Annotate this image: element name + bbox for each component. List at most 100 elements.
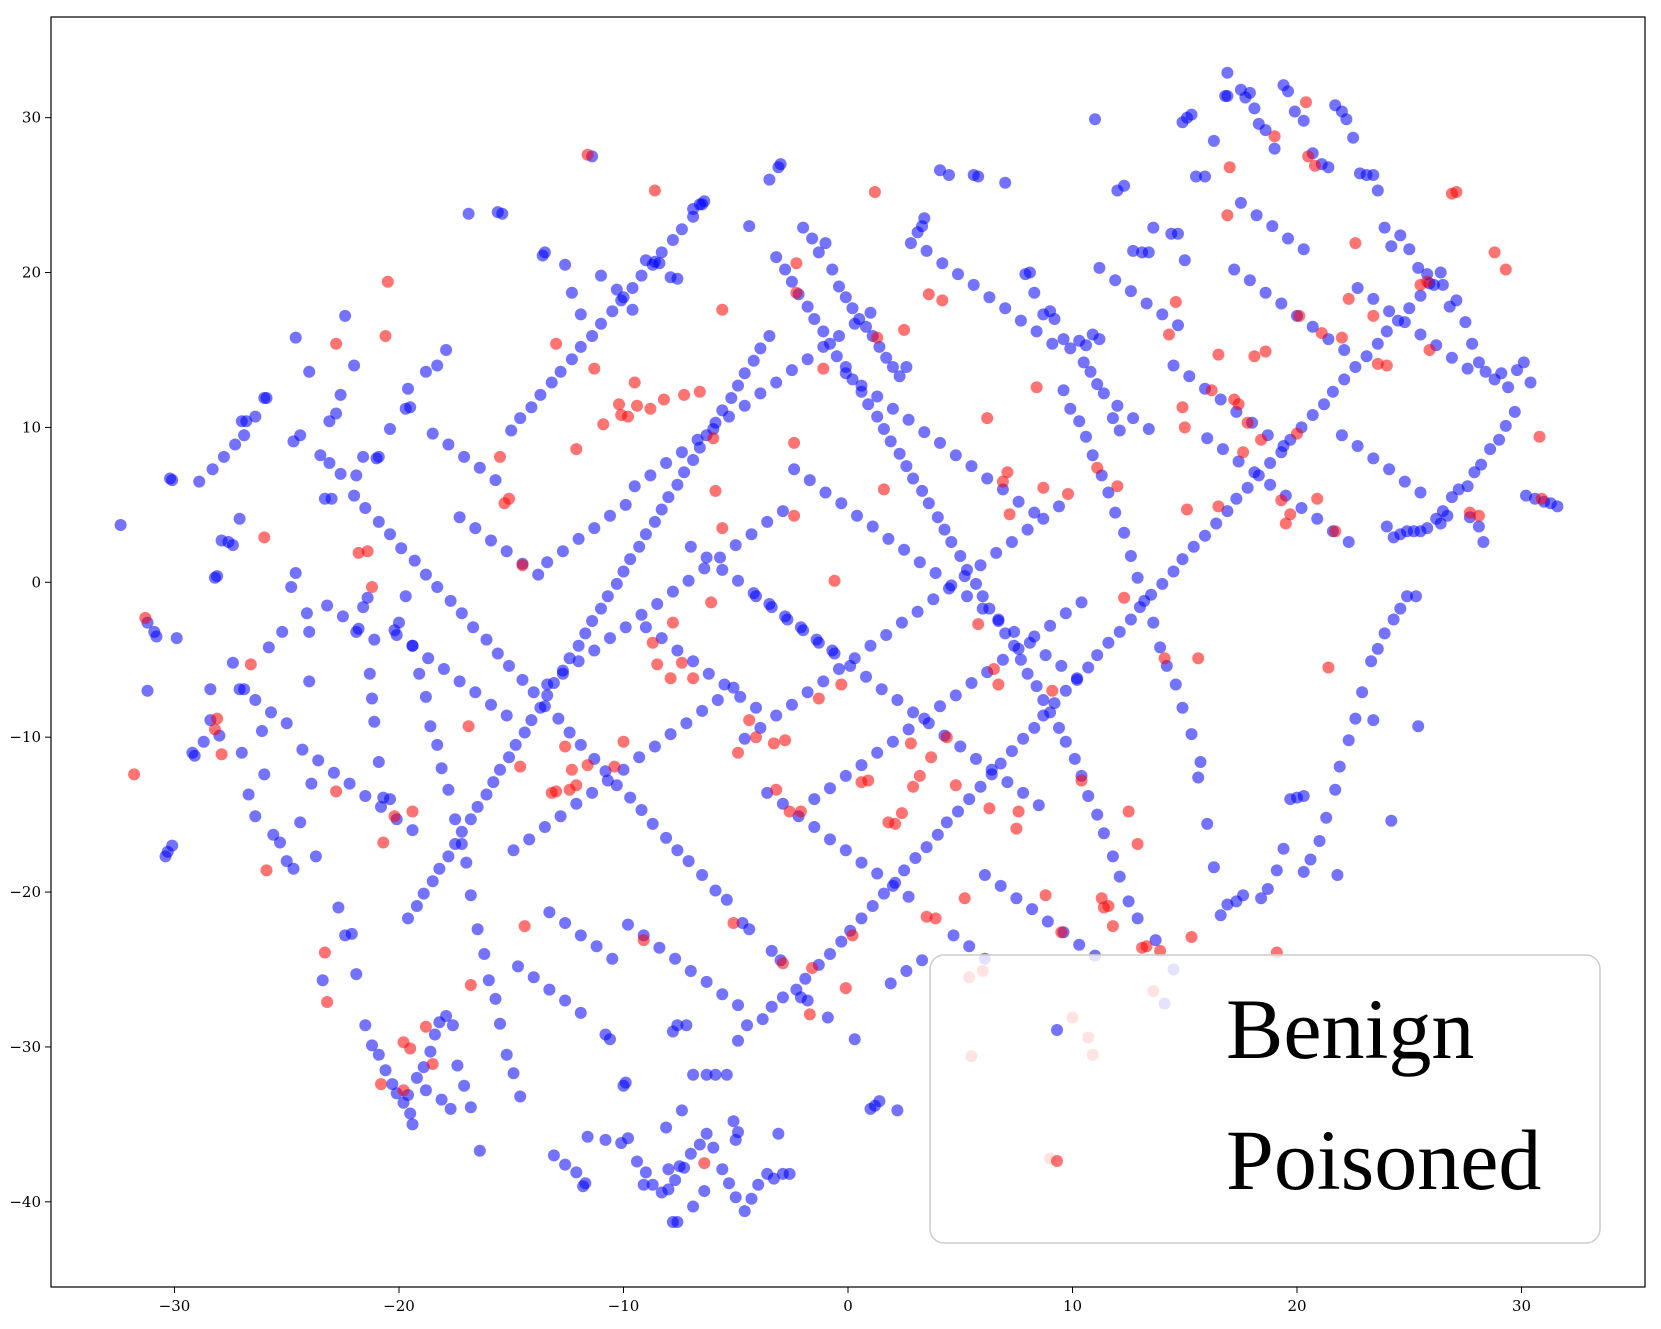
point-benign-204 — [1239, 91, 1252, 104]
point-benign-729 — [732, 574, 744, 587]
point-benign-613 — [399, 402, 412, 415]
point-benign-682 — [785, 364, 798, 377]
point-poisoned-148 — [1154, 944, 1167, 957]
point-benign-289 — [1297, 790, 1310, 802]
point-benign-415 — [464, 813, 477, 826]
point-benign-106 — [280, 855, 293, 868]
point-benign-391 — [648, 515, 661, 528]
point-benign-611 — [402, 382, 414, 395]
point-benign-117 — [496, 207, 509, 220]
point-benign-906 — [485, 534, 497, 547]
point-benign-410 — [503, 751, 515, 764]
point-benign-546 — [873, 1095, 886, 1108]
point-benign-107 — [287, 862, 300, 875]
x-tick-label: 0 — [843, 1297, 853, 1315]
point-benign-867 — [590, 940, 603, 953]
point-benign-790 — [265, 706, 277, 719]
point-benign-563 — [635, 804, 648, 816]
point-benign-587 — [348, 489, 361, 502]
point-benign-919 — [1012, 642, 1025, 655]
point-poisoned-63 — [698, 1157, 711, 1170]
point-benign-832 — [1383, 463, 1396, 476]
point-benign-841 — [1172, 319, 1184, 332]
point-benign-321 — [1385, 814, 1398, 827]
point-benign-808 — [1201, 432, 1214, 445]
point-benign-684 — [817, 340, 830, 353]
point-benign-268 — [1472, 520, 1485, 533]
point-benign-459 — [732, 1126, 744, 1139]
point-benign-56 — [424, 720, 437, 733]
point-benign-412 — [487, 776, 500, 789]
point-benign-357 — [907, 472, 920, 485]
point-benign-22 — [242, 788, 255, 801]
point-benign-83 — [424, 1045, 437, 1058]
point-benign-646 — [958, 570, 971, 583]
point-benign-502 — [994, 757, 1007, 770]
point-benign-324 — [1194, 756, 1207, 768]
point-benign-82 — [417, 1061, 430, 1074]
point-benign-90 — [464, 1101, 477, 1114]
y-tick-label: 20 — [22, 264, 41, 282]
point-benign-423 — [402, 912, 414, 925]
point-benign-621 — [314, 449, 327, 462]
point-benign-318 — [1064, 402, 1077, 415]
point-benign-452 — [579, 1177, 592, 1190]
point-benign-854 — [886, 879, 899, 892]
point-poisoned-75 — [770, 783, 783, 796]
point-benign-170 — [1048, 313, 1061, 325]
point-poisoned-142 — [1118, 591, 1131, 604]
point-benign-496 — [931, 828, 944, 841]
point-poisoned-119 — [992, 678, 1005, 691]
point-benign-290 — [1284, 793, 1297, 806]
point-benign-825 — [1414, 328, 1427, 341]
point-benign-281 — [1342, 734, 1355, 747]
point-poisoned-110 — [949, 779, 962, 792]
point-benign-379 — [738, 367, 751, 380]
point-benign-551 — [794, 991, 807, 1004]
point-benign-247 — [1484, 443, 1497, 456]
point-benign-462 — [660, 1121, 673, 1134]
point-benign-511 — [1091, 649, 1104, 662]
point-benign-223 — [1371, 184, 1384, 197]
point-benign-564 — [624, 791, 637, 804]
point-benign-704 — [538, 821, 551, 833]
point-poisoned-26 — [464, 979, 477, 991]
point-poisoned-126 — [1037, 481, 1050, 494]
point-benign-486 — [824, 948, 836, 960]
point-benign-739 — [965, 460, 978, 473]
point-benign-885 — [916, 954, 929, 967]
point-benign-797 — [1306, 320, 1319, 333]
point-poisoned-177 — [1302, 150, 1315, 163]
point-benign-146 — [839, 291, 852, 304]
point-benign-609 — [431, 359, 444, 372]
point-benign-36 — [325, 492, 338, 505]
point-benign-668 — [985, 763, 998, 776]
point-benign-713 — [680, 717, 693, 730]
point-benign-297 — [1221, 898, 1234, 911]
point-benign-763 — [1008, 625, 1021, 638]
point-benign-438 — [716, 1163, 729, 1176]
point-benign-755 — [882, 532, 895, 545]
point-poisoned-76 — [776, 957, 789, 970]
point-benign-865 — [559, 917, 572, 929]
point-benign-610 — [419, 365, 432, 378]
point-poisoned-161 — [1223, 161, 1236, 174]
point-benign-481 — [765, 1000, 778, 1013]
point-benign-147 — [846, 302, 859, 315]
point-benign-600 — [626, 282, 639, 294]
point-benign-181 — [1106, 412, 1119, 425]
point-benign-86 — [440, 1010, 453, 1022]
point-benign-561 — [660, 831, 673, 844]
point-benign-577 — [467, 621, 480, 634]
point-benign-226 — [1394, 229, 1407, 242]
point-benign-356 — [916, 484, 929, 497]
point-benign-192 — [1178, 254, 1191, 267]
point-benign-607 — [696, 198, 709, 211]
point-benign-543 — [1434, 266, 1447, 279]
point-benign-728 — [716, 563, 729, 576]
point-benign-510 — [1082, 661, 1095, 674]
point-benign-58 — [435, 762, 448, 775]
point-poisoned-72 — [743, 714, 756, 727]
point-benign-154 — [893, 370, 906, 383]
point-benign-617 — [357, 450, 370, 463]
